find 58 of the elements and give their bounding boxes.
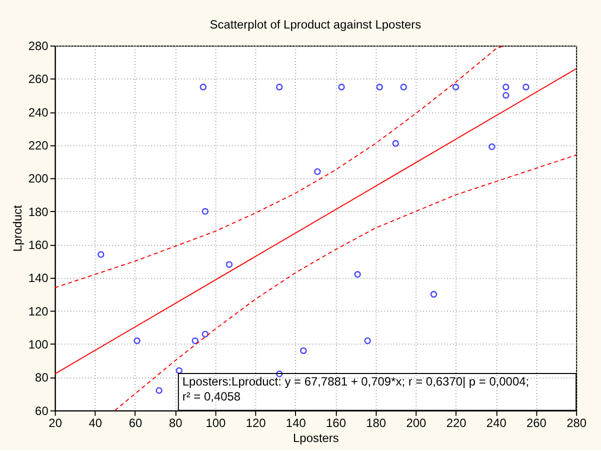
point [354, 271, 361, 278]
point [522, 84, 530, 90]
point [156, 387, 162, 394]
y-axis-title: Lproduct [10, 204, 24, 252]
x-axis-title: Lposters [293, 430, 339, 445]
point [276, 370, 283, 378]
y-tick-label: 60 [35, 404, 49, 418]
x-tick-label: 80 [168, 416, 183, 430]
point [202, 208, 209, 215]
point [226, 261, 233, 268]
x-tick-label: 40 [88, 416, 102, 430]
chart-title: Scatterplot of Lproduct against Lposters [210, 18, 422, 32]
line-series [114, 154, 576, 410]
x-tick-label: 260 [526, 416, 547, 430]
y-tick-label: 260 [28, 72, 49, 86]
y-tick-label: 280 [28, 39, 49, 54]
x-tick-label: 120 [246, 416, 266, 430]
x-tick-label: 240 [486, 416, 507, 430]
x-tick-label: 60 [128, 416, 143, 430]
y-tick-label: 220 [28, 138, 49, 153]
y-tick-label: 80 [35, 370, 49, 385]
point [488, 143, 496, 150]
y-tick-label: 140 [28, 271, 49, 286]
point [502, 92, 510, 99]
point [502, 84, 510, 90]
point [400, 84, 408, 90]
point [430, 290, 438, 298]
point [200, 84, 207, 90]
line-series [54, 46, 504, 288]
point [276, 84, 283, 90]
point [364, 337, 371, 344]
point [98, 251, 104, 258]
point [376, 84, 383, 90]
annotation: Lposters:Lproduct: y = 67,7881 + 0,709*x; r = 0,6370| p = 0,0004; [182, 374, 530, 388]
point [392, 140, 400, 147]
x-tick-label: 100 [206, 416, 226, 430]
y-tick-label: 100 [28, 338, 49, 352]
y-tick-label: 180 [28, 204, 49, 219]
x-tick-label: 180 [366, 416, 386, 430]
y-tick-label: 160 [28, 238, 49, 252]
point [202, 330, 209, 338]
point [192, 337, 199, 344]
point [338, 84, 345, 90]
y-tick-label: 240 [28, 105, 49, 120]
x-tick-label: 20 [48, 416, 62, 430]
annotation: r² = 0,4058 [182, 389, 241, 404]
point [314, 168, 321, 175]
y-tick-label: 120 [28, 304, 49, 318]
point [176, 367, 182, 374]
point [452, 84, 460, 90]
x-tick-label: 140 [286, 416, 306, 430]
x-tick-label: 160 [326, 416, 346, 430]
point [134, 337, 140, 344]
point [300, 347, 307, 354]
x-tick-label: 200 [406, 416, 427, 430]
x-tick-label: 280 [566, 416, 587, 430]
y-tick-label: 200 [28, 172, 49, 186]
x-tick-label: 220 [446, 416, 467, 430]
